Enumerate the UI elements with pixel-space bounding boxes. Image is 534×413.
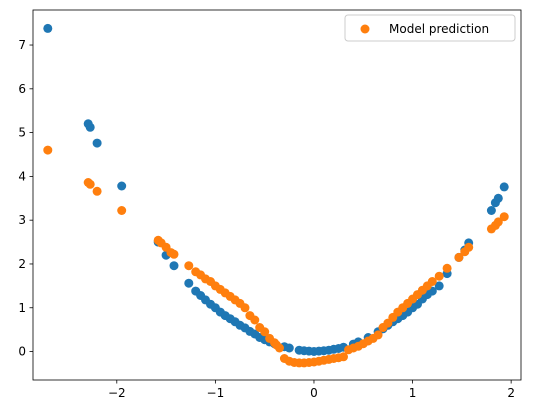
y-tick-label: 7	[18, 38, 26, 52]
x-tick-label: −2	[108, 386, 126, 400]
x-tick-label: 1	[409, 386, 417, 400]
axes-frame	[32, 9, 522, 381]
legend: Model prediction	[344, 14, 516, 42]
data-point	[442, 263, 452, 273]
y-tick-label: 2	[18, 257, 26, 271]
data-point	[85, 179, 95, 189]
data-point	[43, 23, 53, 33]
data-point	[427, 277, 437, 286]
y-tick-label: 0	[18, 345, 26, 359]
data-point	[464, 242, 474, 252]
data-point	[43, 145, 53, 155]
ticks-layer: −2 −1 0 1 2 0 1 2 3 4 5 6 7	[18, 38, 515, 400]
data-point	[339, 352, 348, 362]
y-tick-label: 6	[18, 82, 26, 96]
data-point	[250, 315, 260, 325]
data-point	[499, 212, 509, 222]
data-point	[92, 186, 102, 196]
legend-label: Model prediction	[389, 22, 489, 36]
data-point	[85, 122, 95, 132]
data-point	[493, 217, 503, 227]
data-point	[493, 193, 503, 203]
y-tick-label: 4	[18, 169, 26, 183]
y-tick-label: 5	[18, 126, 26, 140]
data-point	[117, 181, 127, 191]
points-layer	[43, 23, 509, 368]
x-tick-label: 0	[310, 386, 318, 400]
data-point	[117, 206, 127, 215]
data-point	[169, 261, 179, 271]
data-point	[434, 281, 444, 291]
data-point	[373, 330, 383, 340]
data-point	[275, 343, 284, 353]
data-point	[169, 249, 179, 259]
data-point	[454, 252, 464, 262]
data-point	[92, 138, 102, 148]
legend-marker-model-prediction	[360, 24, 370, 34]
y-tick-label: 3	[18, 213, 26, 227]
data-point	[284, 343, 294, 353]
data-point	[240, 303, 250, 313]
data-point	[184, 278, 194, 288]
x-tick-label: 2	[507, 386, 515, 400]
legend-box	[344, 14, 516, 42]
data-point	[499, 182, 509, 192]
y-tick-label: 1	[18, 301, 26, 315]
series-0	[43, 23, 509, 356]
x-tick-label: −1	[207, 386, 225, 400]
data-point	[486, 206, 496, 215]
data-point	[260, 327, 270, 337]
data-point	[434, 271, 444, 281]
series-1	[43, 145, 509, 368]
data-point	[184, 261, 194, 271]
